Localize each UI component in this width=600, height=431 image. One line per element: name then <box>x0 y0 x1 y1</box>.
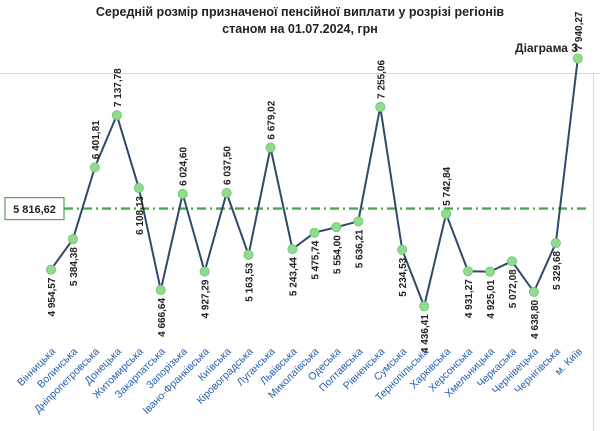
data-label: 6 108,13 <box>135 196 146 235</box>
data-point <box>111 110 122 121</box>
data-label: 5 384,38 <box>69 247 80 286</box>
data-label: 6 037,50 <box>223 146 234 185</box>
data-label: 4 638,80 <box>530 299 541 338</box>
data-label: 6 679,02 <box>267 100 278 139</box>
data-point <box>331 222 342 233</box>
chart-frame-right <box>593 73 594 431</box>
data-point <box>441 208 452 219</box>
data-point <box>133 182 144 193</box>
data-point <box>221 187 232 198</box>
average-label: 5 816,62 <box>13 204 56 216</box>
data-label: 4 927,29 <box>201 279 212 318</box>
data-label: 5 243,44 <box>288 257 299 296</box>
chart-title-line-2: станом на 01.07.2024, грн <box>222 22 378 36</box>
data-point <box>177 188 188 199</box>
chart-title: Середній розмір призначеної пенсійної ви… <box>0 4 600 38</box>
data-point <box>155 284 166 295</box>
data-label: 4 436,41 <box>420 314 431 353</box>
data-point <box>572 53 583 64</box>
data-label: 6 024,60 <box>179 147 190 186</box>
data-label: 7 255,06 <box>376 60 387 99</box>
data-point <box>243 249 254 260</box>
data-point <box>89 162 100 173</box>
data-label: 5 475,74 <box>310 240 321 279</box>
data-label: 5 163,53 <box>245 262 256 301</box>
data-point <box>46 264 57 275</box>
data-label: 5 742,84 <box>442 166 453 205</box>
data-label: 4 925,01 <box>486 279 497 318</box>
data-point <box>419 301 430 312</box>
data-label: 7 940,27 <box>574 11 585 50</box>
data-label: 7 137,78 <box>113 68 124 107</box>
data-label: 5 072,08 <box>508 269 519 308</box>
data-label: 6 401,81 <box>91 120 102 159</box>
data-label: 4 931,27 <box>464 279 475 318</box>
data-label: 5 636,21 <box>354 229 365 268</box>
data-point <box>463 266 474 277</box>
data-label: 4 954,57 <box>47 277 58 316</box>
data-point <box>67 234 78 245</box>
data-point <box>265 142 276 153</box>
average-label-box <box>4 197 65 221</box>
chart-frame-top <box>0 73 600 74</box>
data-point <box>528 286 539 297</box>
data-point <box>550 238 561 249</box>
data-point <box>353 216 364 227</box>
data-point <box>484 266 495 277</box>
data-label: 4 666,64 <box>157 298 168 337</box>
data-label: 5 554,00 <box>332 235 343 274</box>
data-point <box>199 266 210 277</box>
data-point <box>506 256 517 267</box>
data-point <box>309 227 320 238</box>
data-label: 5 329,68 <box>552 251 563 290</box>
data-point <box>287 244 298 255</box>
diagram-number-label: Діаграма 3 <box>515 41 578 55</box>
data-point <box>397 244 408 255</box>
data-label: 5 234,53 <box>398 257 409 296</box>
data-point <box>375 101 386 112</box>
chart-title-line-1: Середній розмір призначеної пенсійної ви… <box>95 5 505 19</box>
